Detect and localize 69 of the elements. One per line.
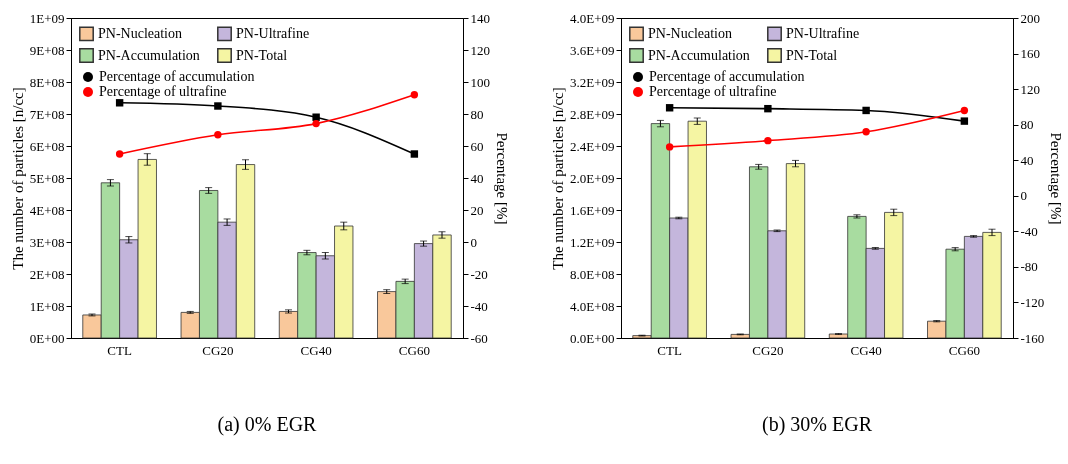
- x-tick-label: CG20: [752, 342, 784, 358]
- y-tick-label: 8.0E+08: [569, 266, 615, 282]
- y-tick-label: 4.0E+09: [569, 10, 615, 26]
- y-tick-label: 1E+08: [29, 298, 65, 314]
- y2-tick-label: 40: [1020, 152, 1034, 168]
- y2-tick-label: 100: [470, 74, 490, 90]
- legend-label: PN-Ultrafine: [236, 25, 310, 41]
- y-tick-label: 2.8E+09: [569, 106, 615, 122]
- y2-tick-label: 0: [1020, 188, 1027, 204]
- y-tick-label: 6E+08: [29, 138, 65, 154]
- y-tick-label: 5E+08: [29, 170, 65, 186]
- x-tick-label: CG40: [850, 342, 882, 358]
- y2-tick-label: -40: [470, 298, 488, 314]
- y2-tick-label: 80: [470, 106, 484, 122]
- y2-tick-label: -160: [1020, 330, 1045, 346]
- x-tick-label: CG60: [398, 342, 430, 358]
- x-tick-label: CTL: [107, 342, 132, 358]
- legend-label: PN-Nucleation: [648, 25, 732, 41]
- text: (a) 0% EGR: [217, 413, 318, 436]
- legend-label: PN-Accumulation: [98, 47, 200, 63]
- y2-tick-label: 20: [470, 202, 484, 218]
- x-tick-label: CTL: [657, 342, 682, 358]
- y-tick-label: 2.4E+09: [569, 138, 615, 154]
- y-tick-label: 3.6E+09: [569, 42, 615, 58]
- y-tick-label: 8E+08: [29, 74, 65, 90]
- legend-label: PN-Total: [786, 47, 838, 63]
- y2-tick-label: -20: [470, 266, 488, 282]
- y-tick-label: 0E+00: [29, 330, 65, 346]
- x-tick-label: CG60: [948, 342, 980, 358]
- y-axis-title: The number of particles [n/cc]: [9, 87, 26, 270]
- text: (b) 30% EGR: [762, 413, 873, 436]
- y2-axis-title: Percentage [%]: [494, 132, 510, 225]
- y2-tick-label: 0: [470, 234, 477, 250]
- legend-label: Percentage of accumulation: [649, 69, 805, 84]
- y2-tick-label: 140: [470, 10, 490, 26]
- y-tick-label: 3.2E+09: [569, 74, 615, 90]
- y2-tick-label: -40: [1020, 223, 1038, 239]
- y-tick-label: 4E+08: [29, 202, 65, 218]
- y2-tick-label: -60: [470, 330, 488, 346]
- y-tick-label: 2.0E+09: [569, 170, 615, 186]
- y2-tick-label: 80: [1020, 117, 1034, 133]
- y-tick-label: 2E+08: [29, 266, 65, 282]
- y2-tick-label: -80: [1020, 259, 1038, 275]
- y2-tick-label: 160: [1020, 46, 1040, 62]
- legend-label: Percentage of accumulation: [99, 69, 255, 84]
- legend-label: Percentage of ultrafine: [649, 84, 777, 99]
- y2-tick-label: -120: [1020, 294, 1045, 310]
- y-tick-label: 1.6E+09: [569, 202, 615, 218]
- y-tick-label: 0.0E+00: [569, 330, 615, 346]
- x-tick-label: CG20: [202, 342, 234, 358]
- y2-tick-label: 120: [470, 42, 490, 58]
- legend-label: PN-Nucleation: [98, 25, 182, 41]
- y2-axis-title: Percentage [%]: [1048, 132, 1065, 225]
- y-tick-label: 9E+08: [29, 42, 65, 58]
- y-tick-label: 3E+08: [29, 234, 65, 250]
- y-tick-label: 4.0E+08: [569, 298, 615, 314]
- y2-tick-label: 200: [1020, 10, 1040, 26]
- y2-tick-label: 60: [470, 138, 484, 154]
- legend-label: PN-Accumulation: [648, 47, 750, 63]
- y-tick-label: 7E+08: [29, 106, 65, 122]
- legend-label: Percentage of ultrafine: [99, 84, 227, 99]
- x-tick-label: CG40: [300, 342, 332, 358]
- y2-tick-label: 40: [470, 170, 484, 186]
- legend-label: PN-Total: [236, 47, 288, 63]
- y-axis-title: The number of particles [n/cc]: [549, 87, 566, 270]
- legend-label: PN-Ultrafine: [786, 25, 860, 41]
- y-tick-label: 1E+09: [29, 10, 65, 26]
- y-tick-label: 1.2E+09: [569, 234, 615, 250]
- y2-tick-label: 120: [1020, 81, 1040, 97]
